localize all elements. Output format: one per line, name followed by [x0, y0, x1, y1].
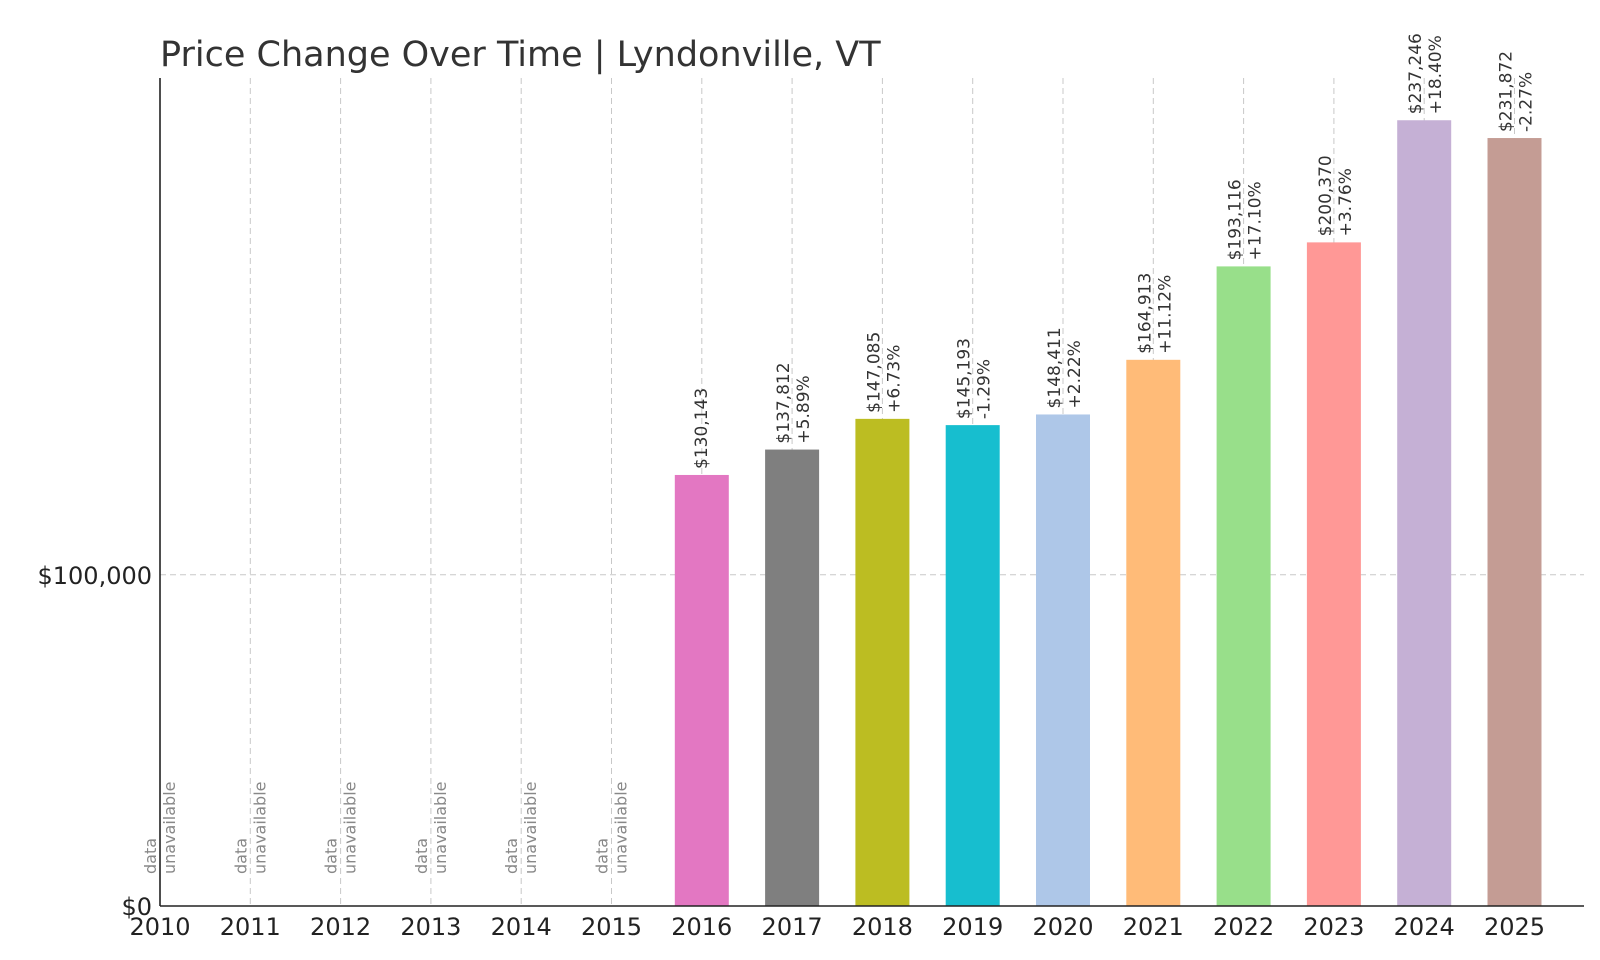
x-tick-label: 2011 [220, 913, 281, 941]
x-tick-label: 2023 [1303, 913, 1364, 941]
bar [1216, 266, 1271, 907]
unavailable-label: dataunavailable [141, 782, 179, 875]
x-tick-label: 2020 [1032, 913, 1093, 941]
bar-value-label: $137,812+5.89% [774, 362, 814, 443]
unavailable-label: dataunavailable [412, 782, 450, 875]
unavailable-label: dataunavailable [231, 782, 269, 875]
bar-value-label: $237,246+18.40% [1406, 33, 1446, 114]
axes: $0 $100,000 2010 2011 2012 2013 2014 2015 2016 20… [37, 78, 1584, 941]
bar [1487, 138, 1542, 907]
bar-value-label: $130,143 [692, 388, 712, 469]
data-labels: dataunavailable dataunavailable dataunavai… [141, 33, 1537, 874]
bar [1306, 242, 1361, 906]
x-tick-label: 2017 [762, 913, 823, 941]
unavailable-label: dataunavailable [322, 782, 360, 875]
bar-value-label: $147,085+6.73% [864, 332, 904, 413]
bar-value-label: $145,193-1.29% [955, 338, 995, 419]
bar-value-label: $193,116+17.10% [1226, 179, 1266, 260]
y-tick-label: $100,000 [37, 562, 152, 590]
bar-value-label: $231,872-2.27% [1497, 51, 1537, 132]
bar [945, 425, 1000, 906]
bar [1397, 120, 1452, 906]
unavailable-label: dataunavailable [502, 782, 540, 875]
x-tick-label: 2016 [671, 913, 732, 941]
x-tick-label: 2015 [581, 913, 642, 941]
bar [1126, 359, 1181, 907]
chart-title: Price Change Over Time | Lyndonville, VT [160, 35, 881, 75]
bar-value-label: $148,411+2.22% [1045, 327, 1085, 408]
x-tick-label: 2022 [1213, 913, 1274, 941]
bar [1036, 414, 1090, 906]
x-tick-label: 2025 [1484, 913, 1545, 941]
bar [765, 449, 820, 906]
x-tick-label: 2012 [310, 913, 371, 941]
y-tick-label: $0 [121, 893, 152, 921]
x-tick-label: 2021 [1123, 913, 1184, 941]
x-tick-label: 2010 [129, 913, 190, 941]
x-tick-label: 2013 [400, 913, 461, 941]
x-tick-label: 2018 [852, 913, 913, 941]
x-tick-label: 2019 [942, 913, 1003, 941]
bar-value-label: $164,913+11.12% [1135, 273, 1175, 354]
bar [674, 474, 729, 906]
bar-value-label: $200,370+3.76% [1316, 155, 1356, 236]
bar [855, 418, 910, 906]
x-tick-label: 2014 [491, 913, 552, 941]
unavailable-label: dataunavailable [593, 782, 631, 875]
x-tick-label: 2024 [1394, 913, 1455, 941]
bars [674, 120, 1542, 907]
